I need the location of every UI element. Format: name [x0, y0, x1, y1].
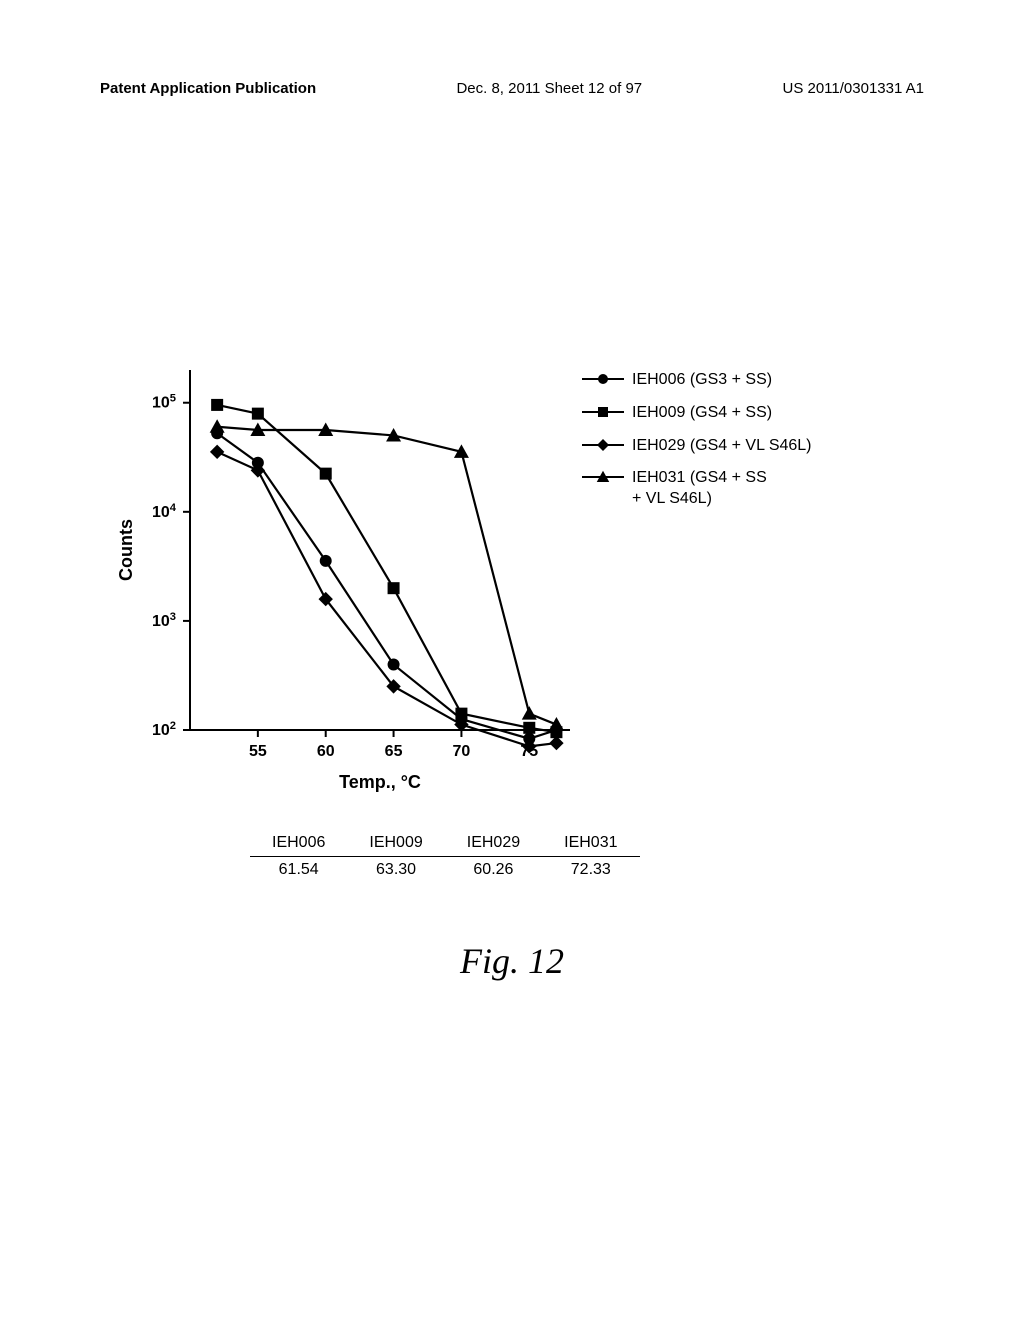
table-header: IEH029: [445, 830, 542, 857]
svg-text:70: 70: [453, 743, 471, 760]
svg-text:104: 104: [152, 502, 177, 521]
legend-marker-icon: [580, 403, 626, 421]
legend-entry: IEH031 (GS4 + SS + VL S46L): [580, 468, 812, 510]
legend-entry: IEH006 (GS3 + SS): [580, 370, 812, 391]
legend-marker-icon: [580, 436, 626, 454]
table-header: IEH006: [250, 830, 347, 857]
header-left: Patent Application Publication: [100, 80, 316, 97]
tm-table: IEH006IEH009IEH029IEH031 61.5463.3060.267…: [250, 830, 640, 883]
figure-caption: Fig. 12: [0, 940, 1024, 982]
header-center: Dec. 8, 2011 Sheet 12 of 97: [456, 80, 642, 97]
chart-legend: IEH006 (GS3 + SS) IEH009 (GS4 + SS) IEH029…: [580, 370, 812, 522]
legend-marker-icon: [580, 370, 626, 388]
svg-text:105: 105: [152, 393, 176, 412]
svg-text:103: 103: [152, 611, 176, 630]
table-cell: 72.33: [542, 857, 639, 884]
header-right: US 2011/0301331 A1: [782, 80, 924, 97]
table-header: IEH031: [542, 830, 639, 857]
svg-text:65: 65: [385, 743, 403, 760]
svg-text:Temp., °C: Temp., °C: [339, 772, 421, 792]
legend-entry: IEH009 (GS4 + SS): [580, 403, 812, 424]
svg-text:55: 55: [249, 743, 267, 760]
svg-text:Counts: Counts: [116, 519, 136, 581]
svg-text:102: 102: [152, 720, 176, 739]
legend-entry: IEH029 (GS4 + VL S46L): [580, 436, 812, 457]
legend-label: IEH006 (GS3 + SS): [632, 370, 772, 391]
svg-text:60: 60: [317, 743, 335, 760]
page-header: Patent Application Publication Dec. 8, 2…: [100, 80, 924, 97]
table-cell: 60.26: [445, 857, 542, 884]
legend-label: IEH031 (GS4 + SS + VL S46L): [632, 468, 767, 510]
table-cell: 61.54: [250, 857, 347, 884]
table-header: IEH009: [347, 830, 444, 857]
table-cell: 63.30: [347, 857, 444, 884]
legend-label: IEH029 (GS4 + VL S46L): [632, 436, 812, 457]
legend-label: IEH009 (GS4 + SS): [632, 403, 772, 424]
legend-marker-icon: [580, 468, 626, 486]
